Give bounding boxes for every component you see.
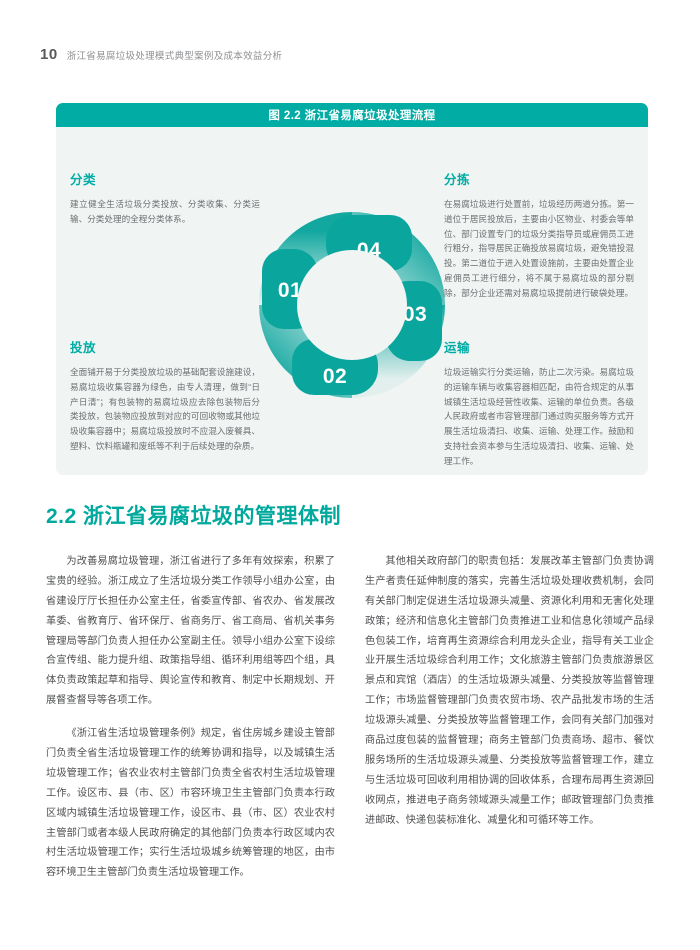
figure-panel: 图 2.2 浙江省易腐垃圾处理流程 分类 建立健全生活垃圾分类投放、分类收集、分…: [56, 103, 648, 475]
section-heading: 2.2 浙江省易腐垃圾的管理体制: [46, 505, 342, 528]
paragraph: 《浙江省生活垃圾管理条例》规定，省住房城乡建设主管部门负责全省生活垃圾管理工作的…: [46, 728, 335, 879]
quadrant-text-transport: 垃圾运输实行分类运输，防止二次污染。易腐垃圾的运输车辆与收集容器相匹配，由符合规…: [444, 367, 634, 466]
page-running-header: 10 浙江省易腐垃圾处理模式典型案例及成本效益分析: [40, 46, 282, 63]
quadrant-title-sorting: 分拣: [444, 173, 471, 187]
quadrant-title-disposal: 投放: [70, 341, 97, 355]
donut-svg: 04 03 02 01: [259, 212, 445, 398]
paragraph: 为改善易腐垃圾管理，浙江省进行了多年有效探索，积累了宝贵的经验。浙江成立了生活垃…: [46, 556, 335, 707]
paragraph: 其他相关政府部门的职责包括：发展改革主管部门负责协调生产者责任延伸制度的落实，完…: [365, 556, 654, 826]
figure-body: 分类 建立健全生活垃圾分类投放、分类收集、分类运输、分类处理的全程分类体系。 分…: [56, 127, 648, 475]
header-title: 浙江省易腐垃圾处理模式典型案例及成本效益分析: [66, 51, 283, 62]
figure-quadrant-classification: 分类 建立健全生活垃圾分类投放、分类收集、分类运输、分类处理的全程分类体系。: [70, 169, 260, 227]
donut-badge-label-03: 03: [403, 303, 427, 326]
body-column-left: 为改善易腐垃圾管理，浙江省进行了多年有效探索，积累了宝贵的经验。浙江成立了生活垃…: [46, 552, 335, 883]
quadrant-title-classification: 分类: [70, 173, 97, 187]
quadrant-text-classification: 建立健全生活垃圾分类投放、分类收集、分类运输、分类处理的全程分类体系。: [70, 199, 260, 224]
body-column-right: 其他相关政府部门的职责包括：发展改革主管部门负责协调生产者责任延伸制度的落实，完…: [365, 552, 654, 883]
quadrant-text-disposal: 全面铺开易于分类投放垃圾的基础配套设施建设，易腐垃圾收集容器为绿色，由专人清理，…: [70, 367, 260, 451]
figure-quadrant-sorting: 分拣 在易腐垃圾进行处置前，垃圾经历两道分拣。第一道位于居民投放后，主要由小区物…: [444, 169, 634, 300]
quadrant-text-sorting: 在易腐垃圾进行处置前，垃圾经历两道分拣。第一道位于居民投放后，主要由小区物业、村…: [444, 199, 634, 298]
page-number: 10: [40, 46, 58, 63]
donut-center-hole: [297, 250, 407, 360]
body-columns: 为改善易腐垃圾管理，浙江省进行了多年有效探索，积累了宝贵的经验。浙江成立了生活垃…: [46, 552, 654, 883]
figure-caption: 图 2.2 浙江省易腐垃圾处理流程: [268, 110, 436, 122]
figure-caption-bar: 图 2.2 浙江省易腐垃圾处理流程: [56, 103, 648, 127]
quadrant-title-transport: 运输: [444, 341, 471, 355]
figure-quadrant-transport: 运输 垃圾运输实行分类运输，防止二次污染。易腐垃圾的运输车辆与收集容器相匹配，由…: [444, 337, 634, 468]
donut-badge-label-02: 02: [323, 365, 347, 388]
figure-quadrant-disposal: 投放 全面铺开易于分类投放垃圾的基础配套设施建设，易腐垃圾收集容器为绿色，由专人…: [70, 337, 260, 454]
donut-badge-label-01: 01: [278, 279, 302, 302]
process-donut-diagram: 04 03 02 01: [252, 205, 452, 405]
